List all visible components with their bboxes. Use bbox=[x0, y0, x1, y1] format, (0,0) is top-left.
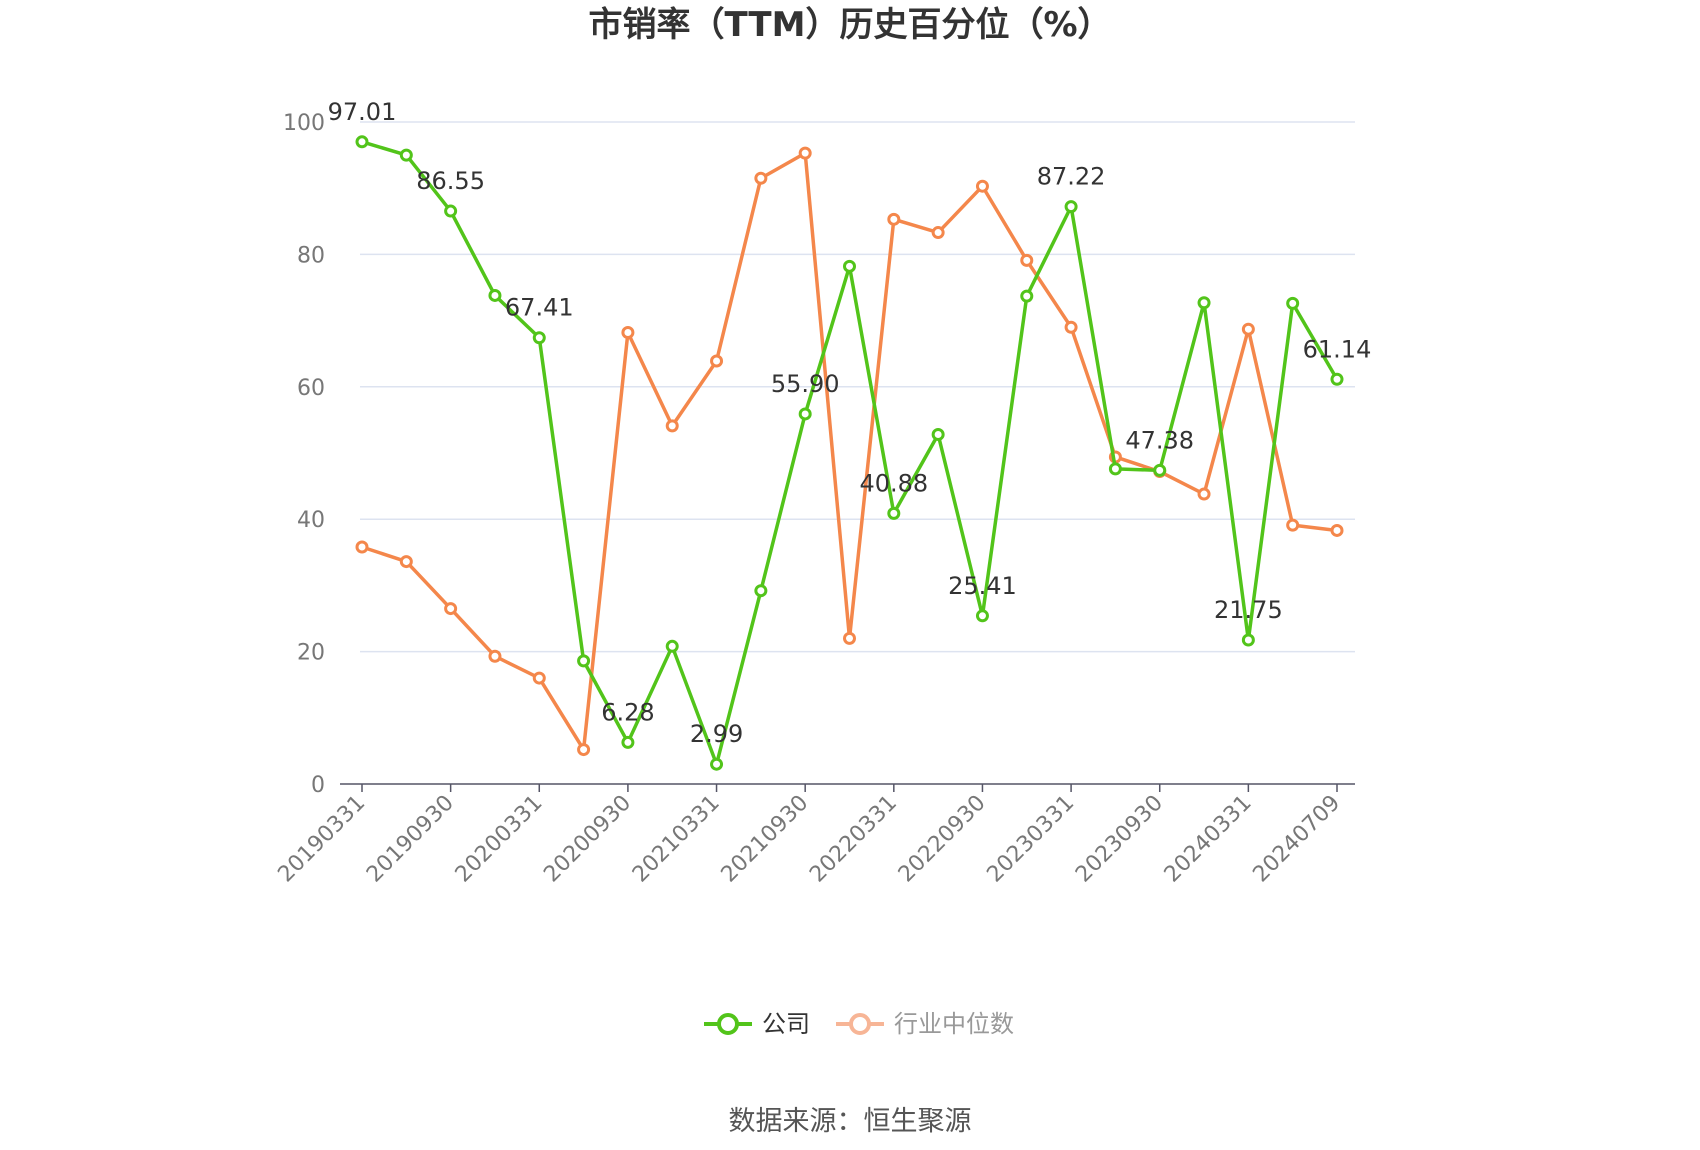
legend-company-swatch-marker bbox=[717, 1013, 739, 1035]
x-tick-label-20210930: 20210930 bbox=[717, 791, 814, 888]
x-tick-label-20240331: 20240331 bbox=[1160, 791, 1257, 888]
point-s1-4 bbox=[532, 671, 546, 685]
point-s0-22 bbox=[1330, 372, 1344, 386]
point-s1-10 bbox=[798, 146, 812, 160]
point-s1-2 bbox=[444, 602, 458, 616]
x-tick-label-20200331: 20200331 bbox=[451, 791, 548, 888]
data-label-4: 67.41 bbox=[505, 294, 574, 322]
series-layer bbox=[355, 135, 1344, 771]
y-tick-label-60: 60 bbox=[297, 376, 325, 401]
data-label-16: 87.22 bbox=[1037, 163, 1106, 191]
point-s0-7 bbox=[665, 639, 679, 653]
x-tick-label-20210331: 20210331 bbox=[628, 791, 725, 888]
point-s0-17 bbox=[1108, 462, 1122, 476]
legend-industry-label: 行业中位数 bbox=[894, 1010, 1014, 1038]
y-axis: 0 20 40 60 80 100 bbox=[283, 111, 325, 798]
data-label-20: 21.75 bbox=[1214, 596, 1283, 624]
chart-title: 市销率（TTM）历史百分位（%） bbox=[588, 5, 1111, 45]
point-s0-16 bbox=[1064, 200, 1078, 214]
data-labels: 97.01 86.55 67.41 6.28 2.99 55.90 40.88 25.41 87… bbox=[328, 98, 1372, 748]
point-s1-14 bbox=[975, 179, 989, 193]
data-label-22: 61.14 bbox=[1303, 335, 1372, 363]
data-label-6: 6.28 bbox=[601, 698, 654, 726]
point-s1-11 bbox=[843, 631, 856, 645]
data-label-0: 97.01 bbox=[328, 98, 397, 126]
point-s1-6 bbox=[621, 326, 635, 340]
point-s1-3 bbox=[488, 649, 502, 663]
grid bbox=[360, 121, 1355, 653]
point-s0-10 bbox=[798, 407, 812, 421]
x-tick-label-20240709: 20240709 bbox=[1248, 791, 1345, 888]
x-tick-label-20230331: 20230331 bbox=[982, 791, 1079, 888]
data-source: 数据来源：恒生聚源 bbox=[729, 1106, 972, 1137]
y-tick-label-100: 100 bbox=[283, 111, 325, 136]
point-s1-20 bbox=[1241, 322, 1255, 336]
point-s0-0 bbox=[355, 135, 369, 149]
point-s1-9 bbox=[754, 171, 768, 185]
data-label-12: 40.88 bbox=[859, 469, 928, 497]
point-s0-9 bbox=[754, 584, 768, 598]
data-label-2: 86.55 bbox=[416, 167, 485, 195]
point-s1-8 bbox=[710, 354, 724, 368]
point-s1-22 bbox=[1330, 523, 1344, 537]
data-label-10: 55.90 bbox=[771, 370, 840, 398]
point-s0-4 bbox=[532, 331, 546, 345]
point-s1-21 bbox=[1286, 518, 1300, 532]
point-s0-1 bbox=[399, 148, 413, 162]
legend: 公司 行业中位数 bbox=[704, 1010, 1014, 1038]
x-axis: 2019033120190930202003312020093020210331… bbox=[273, 783, 1355, 888]
point-s0-14 bbox=[975, 609, 989, 623]
x-tick-label-20190930: 20190930 bbox=[362, 791, 459, 888]
legend-item-company[interactable]: 公司 bbox=[704, 1010, 810, 1038]
point-s0-21 bbox=[1286, 296, 1300, 310]
point-s0-3 bbox=[488, 288, 502, 302]
point-s0-13 bbox=[931, 427, 945, 441]
point-s0-2 bbox=[444, 204, 458, 218]
point-s0-15 bbox=[1020, 289, 1034, 303]
point-s0-5 bbox=[577, 654, 591, 668]
point-s1-12 bbox=[887, 212, 901, 226]
data-label-14: 25.41 bbox=[948, 572, 1017, 600]
x-tick-label-20220930: 20220930 bbox=[894, 791, 991, 888]
x-tick-label-20220331: 20220331 bbox=[805, 791, 902, 888]
x-tick-label-20200930: 20200930 bbox=[539, 791, 636, 888]
data-label-8: 2.99 bbox=[690, 720, 743, 748]
point-s1-15 bbox=[1020, 253, 1034, 267]
y-tick-label-80: 80 bbox=[297, 243, 325, 268]
point-s0-20 bbox=[1241, 633, 1255, 647]
point-s1-5 bbox=[577, 743, 591, 757]
legend-company-label: 公司 bbox=[762, 1010, 810, 1038]
point-s0-12 bbox=[887, 506, 901, 520]
x-tick-label-20230930: 20230930 bbox=[1071, 791, 1168, 888]
x-tick-label-20190331: 20190331 bbox=[273, 791, 370, 888]
y-tick-label-0: 0 bbox=[311, 773, 325, 798]
legend-item-industry[interactable]: 行业中位数 bbox=[836, 1010, 1014, 1038]
y-tick-label-40: 40 bbox=[297, 508, 325, 533]
point-s1-16 bbox=[1064, 320, 1078, 334]
point-s1-1 bbox=[399, 555, 413, 569]
point-s0-18 bbox=[1153, 463, 1167, 477]
data-label-18: 47.38 bbox=[1125, 426, 1194, 454]
point-s0-8 bbox=[710, 757, 724, 771]
y-tick-label-20: 20 bbox=[297, 641, 325, 666]
point-s0-11 bbox=[843, 259, 856, 273]
legend-industry-swatch-marker bbox=[849, 1013, 871, 1035]
point-s1-19 bbox=[1197, 487, 1211, 501]
point-s1-0 bbox=[355, 540, 369, 554]
point-s1-7 bbox=[665, 419, 679, 433]
point-s1-13 bbox=[931, 226, 945, 240]
point-s0-6 bbox=[621, 735, 635, 749]
point-s0-19 bbox=[1197, 296, 1211, 310]
